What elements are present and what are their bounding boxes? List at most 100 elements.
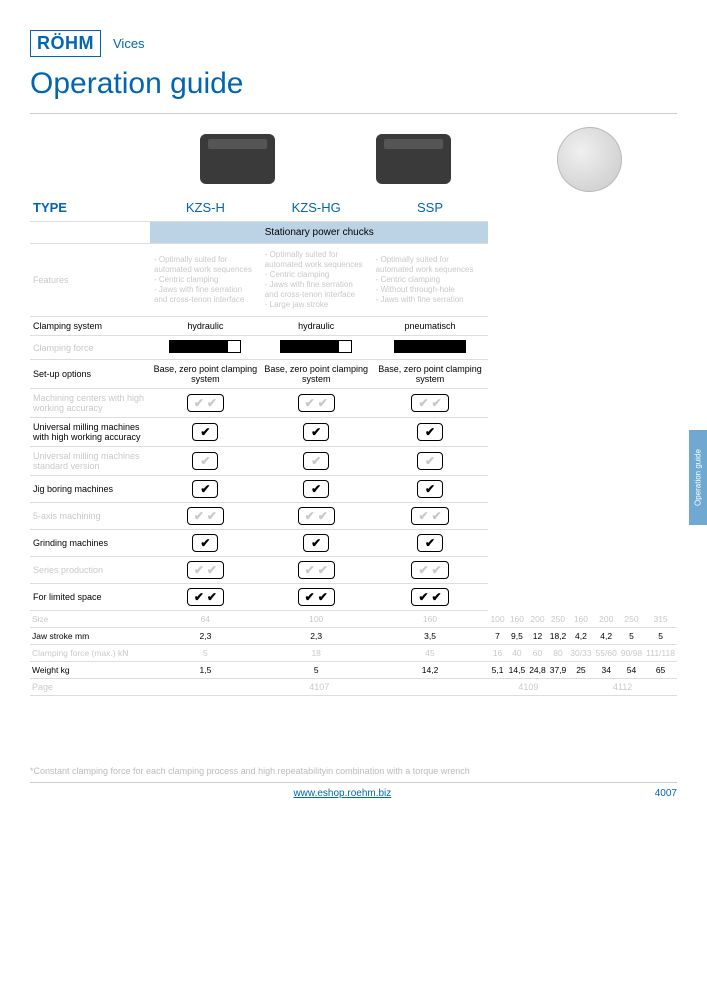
- check-icon: ✔✔: [187, 394, 224, 412]
- cell: Base, zero point clamping system: [150, 360, 261, 389]
- features-col2: - Optimally suited for automated work se…: [261, 244, 372, 317]
- spec-cell: 40: [507, 645, 528, 662]
- cell: Base, zero point clamping system: [261, 360, 372, 389]
- cell: [261, 336, 372, 360]
- cell: ✔✔: [372, 503, 489, 530]
- check-icon: ✔✔: [411, 588, 448, 606]
- page-number: 4007: [655, 788, 677, 799]
- spec-cell: 14,5: [507, 662, 528, 679]
- check-icon: ✔✔: [298, 507, 335, 525]
- spec-cell: 14,2: [372, 662, 489, 679]
- spec-cell: 37,9: [548, 662, 569, 679]
- type-header: TYPE: [30, 194, 150, 222]
- check-icon: ✔: [303, 452, 329, 470]
- spec-cell: 5: [261, 662, 372, 679]
- page-ref: 4107: [150, 679, 488, 696]
- check-icon: ✔✔: [298, 588, 335, 606]
- cell: ✔: [261, 476, 372, 503]
- divider: [30, 113, 677, 114]
- cell: ✔✔: [150, 584, 261, 611]
- cell: ✔✔: [372, 557, 489, 584]
- spec-cell: 60: [527, 645, 548, 662]
- size-cell: 64: [150, 611, 261, 628]
- spec-cell: 5: [150, 645, 261, 662]
- spec-label: Jaw stroke mm: [30, 628, 150, 645]
- cell: ✔✔: [261, 584, 372, 611]
- cell: ✔✔: [261, 503, 372, 530]
- spec-cell: 5: [644, 628, 677, 645]
- row-label: Clamping system: [30, 317, 150, 336]
- cell: ✔: [372, 418, 489, 447]
- check-icon: ✔✔: [411, 507, 448, 525]
- check-icon: ✔: [417, 480, 443, 498]
- cell: pneumatisch: [372, 317, 489, 336]
- row-label: Grinding machines: [30, 530, 150, 557]
- footer-link[interactable]: www.eshop.roehm.biz: [293, 788, 391, 799]
- cell: [372, 336, 489, 360]
- spec-cell: 12: [527, 628, 548, 645]
- check-icon: ✔✔: [187, 507, 224, 525]
- col-header-0: KZS-H: [150, 194, 261, 222]
- size-cell: 100: [488, 611, 506, 628]
- cell: Base, zero point clamping system: [372, 360, 489, 389]
- size-label: Size: [30, 611, 150, 628]
- comparison-table: TYPE KZS-H KZS-HG SSP Stationary power c…: [30, 194, 677, 696]
- check-icon: ✔: [192, 534, 218, 552]
- check-icon: ✔✔: [187, 588, 224, 606]
- spec-cell: 65: [644, 662, 677, 679]
- spec-cell: 30/33: [568, 645, 593, 662]
- check-icon: ✔: [417, 452, 443, 470]
- check-icon: ✔: [303, 423, 329, 441]
- row-label: Machining centers with high working accu…: [30, 389, 150, 418]
- cell: hydraulic: [261, 317, 372, 336]
- page-label: Page: [30, 679, 150, 696]
- category-label: Vices: [113, 36, 145, 51]
- spec-cell: 54: [619, 662, 644, 679]
- category-band: Stationary power chucks: [150, 222, 488, 244]
- check-icon: ✔✔: [298, 561, 335, 579]
- cell: ✔✔: [261, 557, 372, 584]
- cell: ✔✔: [372, 389, 489, 418]
- side-tab: Operation guide: [689, 430, 707, 525]
- size-cell: 200: [527, 611, 548, 628]
- spec-cell: 5: [619, 628, 644, 645]
- check-icon: ✔: [192, 423, 218, 441]
- check-icon: ✔: [417, 534, 443, 552]
- spec-cell: 34: [594, 662, 619, 679]
- cell: hydraulic: [150, 317, 261, 336]
- spec-cell: 2,3: [150, 628, 261, 645]
- spec-label: Weight kg: [30, 662, 150, 679]
- spec-cell: 90/98: [619, 645, 644, 662]
- check-icon: ✔: [192, 452, 218, 470]
- spec-cell: 3,5: [372, 628, 489, 645]
- product-image-ssp: [551, 120, 628, 197]
- cell: ✔: [261, 418, 372, 447]
- spec-label: Clamping force (max.) kN: [30, 645, 150, 662]
- size-cell: 100: [261, 611, 372, 628]
- page-ref: 4109: [488, 679, 568, 696]
- row-label: Jig boring machines: [30, 476, 150, 503]
- cell: ✔✔: [150, 503, 261, 530]
- check-icon: ✔: [303, 534, 329, 552]
- spec-cell: 25: [568, 662, 593, 679]
- cell: ✔✔: [372, 584, 489, 611]
- cell: ✔: [372, 476, 489, 503]
- spec-cell: 1,5: [150, 662, 261, 679]
- row-label: Universal milling machines with high wor…: [30, 418, 150, 447]
- row-label: 5-axis machining: [30, 503, 150, 530]
- spec-cell: 4,2: [568, 628, 593, 645]
- size-cell: 250: [548, 611, 569, 628]
- spec-cell: 16: [488, 645, 506, 662]
- cell: ✔: [261, 447, 372, 476]
- size-cell: 160: [507, 611, 528, 628]
- row-label: Universal milling machines standard vers…: [30, 447, 150, 476]
- row-label: Set-up options: [30, 360, 150, 389]
- col-header-1: KZS-HG: [261, 194, 372, 222]
- cell: ✔: [150, 447, 261, 476]
- cell: ✔: [150, 530, 261, 557]
- size-cell: 160: [372, 611, 489, 628]
- page-ref: 4112: [568, 679, 677, 696]
- check-icon: ✔✔: [411, 561, 448, 579]
- features-col1: - Optimally suited for automated work se…: [150, 244, 261, 317]
- check-icon: ✔✔: [411, 394, 448, 412]
